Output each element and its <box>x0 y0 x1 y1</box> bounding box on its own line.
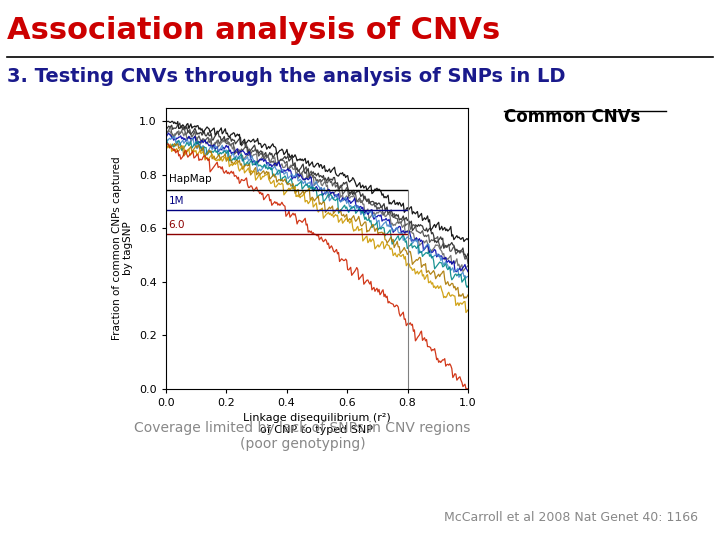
Text: 6.0: 6.0 <box>168 220 185 230</box>
X-axis label: Linkage disequilibrium (r²)
of CNP to typed SNP: Linkage disequilibrium (r²) of CNP to ty… <box>243 414 391 435</box>
Text: Common CNVs: Common CNVs <box>504 108 640 126</box>
Text: Coverage limited by lack of SNPs in CNV regions
(poor genotyping): Coverage limited by lack of SNPs in CNV … <box>134 421 471 451</box>
Text: HapMap: HapMap <box>168 174 211 184</box>
Text: Association analysis of CNVs: Association analysis of CNVs <box>7 16 500 45</box>
Y-axis label: Fraction of common CNPs captured
by tagSNP: Fraction of common CNPs captured by tagS… <box>112 157 133 340</box>
Text: 3. Testing CNVs through the analysis of SNPs in LD: 3. Testing CNVs through the analysis of … <box>7 68 566 86</box>
Text: McCarroll et al 2008 Nat Genet 40: 1166: McCarroll et al 2008 Nat Genet 40: 1166 <box>444 511 698 524</box>
Text: 1M: 1M <box>168 196 184 206</box>
